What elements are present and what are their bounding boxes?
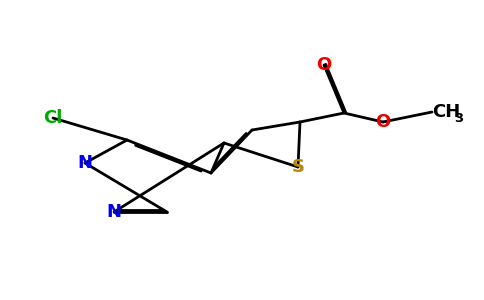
Text: 3: 3: [454, 112, 463, 124]
Text: O: O: [317, 56, 332, 74]
Text: O: O: [376, 113, 391, 131]
Text: CH: CH: [432, 103, 460, 121]
Text: S: S: [291, 158, 304, 176]
Text: N: N: [77, 154, 92, 172]
Text: Cl: Cl: [43, 109, 63, 127]
Text: N: N: [106, 203, 121, 221]
